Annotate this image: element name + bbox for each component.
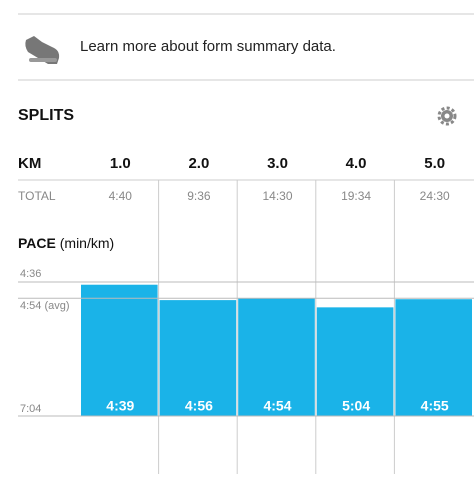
total-label: TOTAL xyxy=(18,189,56,203)
km-column: 1.0 xyxy=(110,155,131,172)
bar xyxy=(81,284,158,416)
bar-label: 4:55 xyxy=(421,398,449,414)
bar-label: 5:04 xyxy=(342,398,370,414)
bar-label: 4:54 xyxy=(263,398,291,414)
pace-title-text: PACE xyxy=(18,235,56,251)
shoe-icon xyxy=(25,36,60,64)
bar xyxy=(238,298,315,416)
pace-unit: (min/km) xyxy=(60,235,114,251)
form-link[interactable]: Learn more about form summary data. xyxy=(80,38,336,55)
km-label: KM xyxy=(18,155,41,172)
bar-label: 4:39 xyxy=(106,398,134,414)
settings-icon[interactable] xyxy=(437,106,457,126)
total-value: 19:34 xyxy=(341,189,371,203)
total-value: 24:30 xyxy=(420,189,450,203)
total-value: 4:40 xyxy=(109,189,133,203)
y-tick-label: 4:54 (avg) xyxy=(20,300,70,312)
bar xyxy=(316,307,394,416)
km-column: 3.0 xyxy=(267,155,288,172)
bar xyxy=(395,299,472,416)
km-column: 5.0 xyxy=(424,155,445,172)
y-tick-label: 7:04 xyxy=(20,403,41,415)
splits-title: SPLITS xyxy=(18,107,74,124)
km-column: 2.0 xyxy=(188,155,209,172)
total-value: 9:36 xyxy=(187,189,211,203)
pace-title: PACE (min/km) xyxy=(18,235,114,251)
km-column: 4.0 xyxy=(346,155,367,172)
total-value: 14:30 xyxy=(262,189,292,203)
bar-label: 4:56 xyxy=(185,398,213,414)
bar xyxy=(159,300,237,416)
y-tick-label: 4:36 xyxy=(20,268,41,280)
